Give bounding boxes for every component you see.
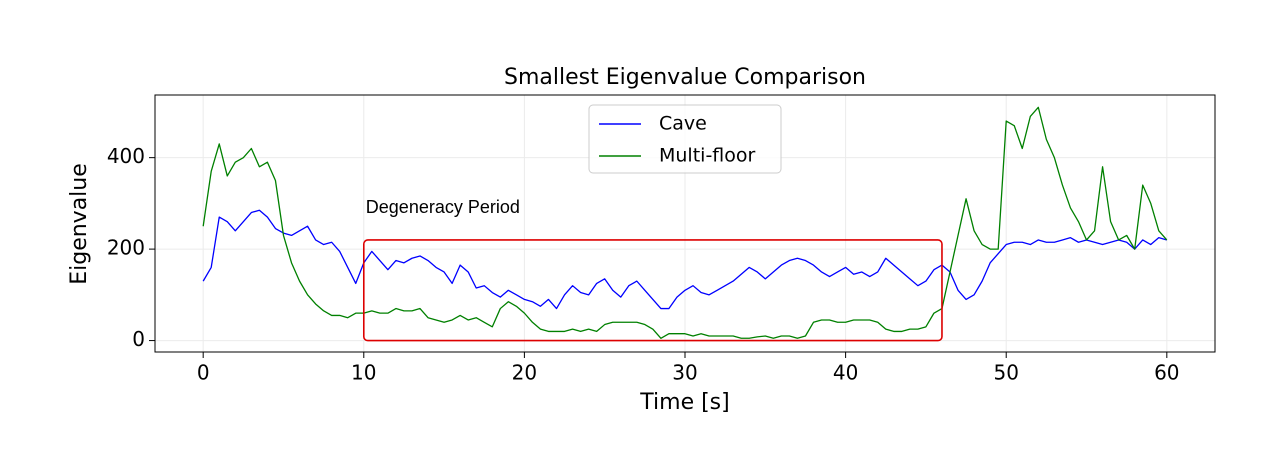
y-tick-label: 0 [132,327,145,351]
x-tick-label: 10 [351,361,376,385]
y-axis-label: Eigenvalue [67,163,92,285]
legend-label: Cave [659,113,707,135]
y-tick-label: 200 [107,236,145,260]
x-tick-label: 20 [512,361,537,385]
x-tick-label: 30 [672,361,697,385]
plot-frame [154,94,1216,353]
chart-title: Smallest Eigenvalue Comparison [504,65,866,90]
x-tick-label: 40 [833,361,858,385]
highlight-box [362,239,943,342]
y-tick-label: 400 [107,144,145,168]
annotation: Degeneracy Period [366,197,520,217]
x-tick-label: 60 [1154,361,1179,385]
x-tick-label: 50 [993,361,1018,385]
legend-label: Multi-floor [659,145,756,167]
x-axis-label: Time [s] [639,390,729,415]
x-tick-label: 0 [197,361,210,385]
